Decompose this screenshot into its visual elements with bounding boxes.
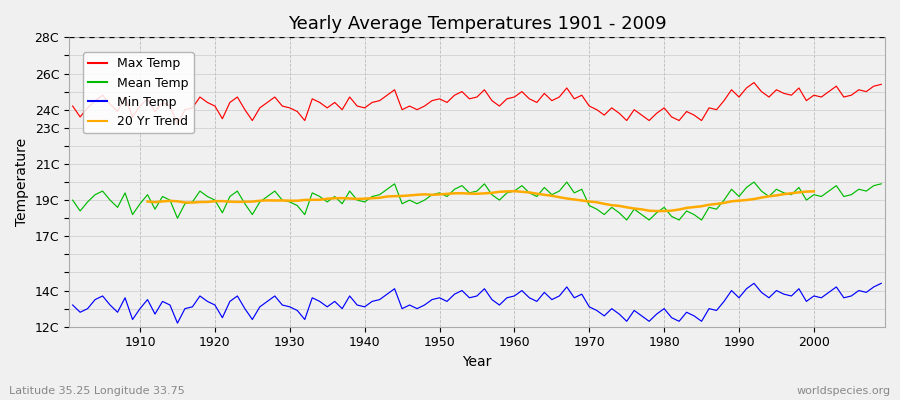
X-axis label: Year: Year bbox=[463, 355, 491, 369]
Text: Latitude 35.25 Longitude 33.75: Latitude 35.25 Longitude 33.75 bbox=[9, 386, 184, 396]
Title: Yearly Average Temperatures 1901 - 2009: Yearly Average Temperatures 1901 - 2009 bbox=[288, 15, 666, 33]
Text: worldspecies.org: worldspecies.org bbox=[796, 386, 891, 396]
Y-axis label: Temperature: Temperature bbox=[15, 138, 29, 226]
Legend: Max Temp, Mean Temp, Min Temp, 20 Yr Trend: Max Temp, Mean Temp, Min Temp, 20 Yr Tre… bbox=[84, 52, 194, 133]
